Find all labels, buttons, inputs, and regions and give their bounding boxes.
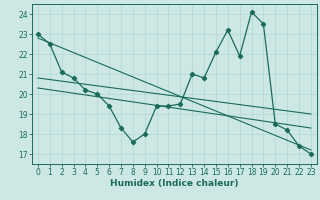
X-axis label: Humidex (Indice chaleur): Humidex (Indice chaleur) [110,179,239,188]
